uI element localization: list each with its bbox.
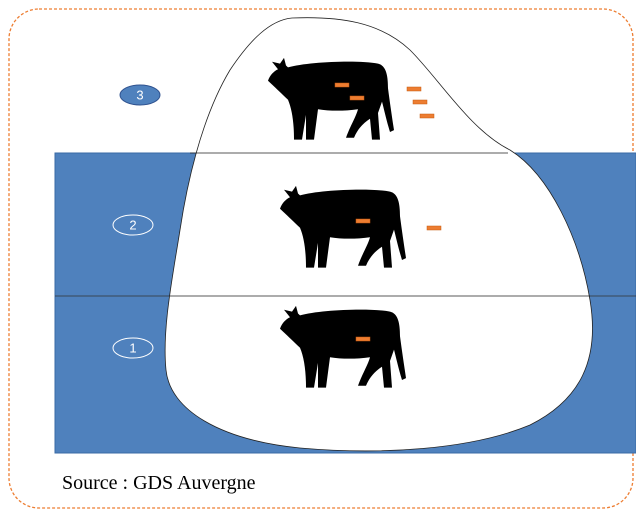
level-label: 2 [129, 217, 136, 232]
source: Source : GDS Auvergne [62, 472, 256, 494]
level-label: 1 [129, 340, 136, 355]
level-label: 3 [136, 87, 143, 102]
diagram: 3 2 1 Source : GDS Auvergne [0, 0, 636, 514]
